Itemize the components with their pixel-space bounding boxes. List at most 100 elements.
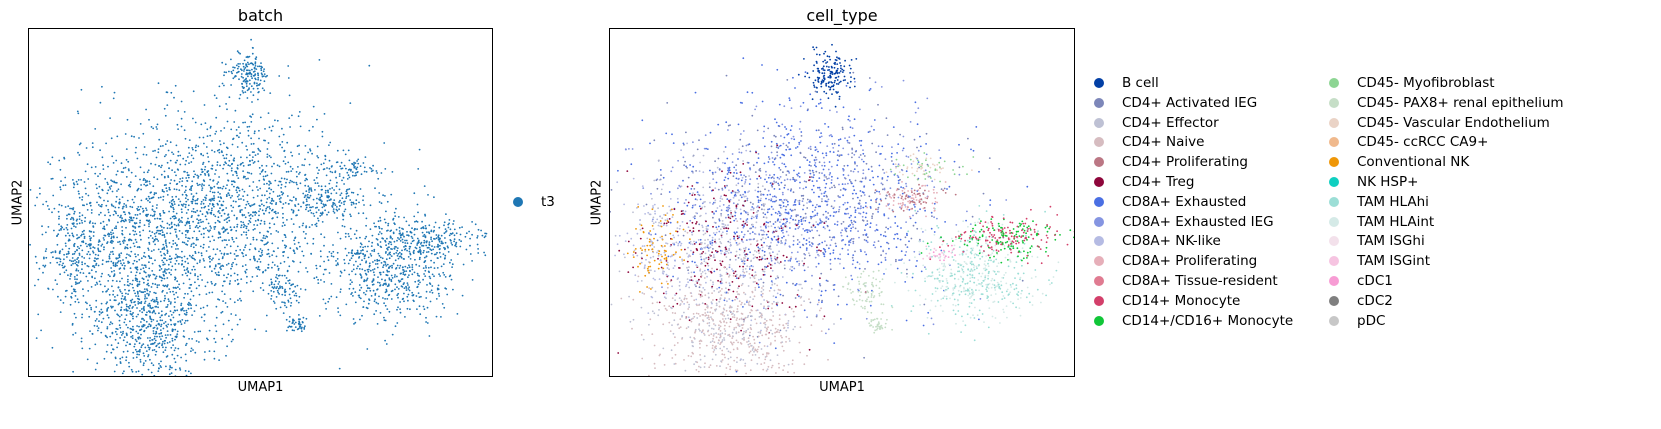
batch-scatter-point xyxy=(121,219,123,222)
batch-scatter-point xyxy=(228,189,231,192)
batch-scatter-point xyxy=(227,253,229,255)
batch-scatter-point xyxy=(161,291,164,293)
batch-scatter-point xyxy=(163,248,166,250)
batch-scatter-point xyxy=(78,143,81,146)
batch-scatter-point xyxy=(284,185,287,188)
celltype-scatter-point xyxy=(780,225,783,228)
batch-scatter-point xyxy=(213,199,215,202)
batch-scatter-point xyxy=(122,332,124,335)
batch-scatter-point xyxy=(190,154,193,157)
batch-scatter-point xyxy=(156,327,159,329)
batch-scatter-point xyxy=(334,170,337,173)
batch-scatter-point xyxy=(174,217,177,219)
batch-scatter-point xyxy=(376,323,379,325)
batch-scatter-point xyxy=(123,309,126,311)
batch-scatter-point xyxy=(112,305,114,308)
batch-scatter-point xyxy=(202,161,205,164)
batch-scatter-point xyxy=(79,142,82,145)
batch-scatter-point xyxy=(326,200,329,202)
batch-scatter-point xyxy=(155,300,158,303)
batch-scatter-point xyxy=(442,253,445,256)
batch-scatter-point xyxy=(391,238,394,240)
batch-scatter-point xyxy=(424,214,427,217)
batch-scatter-point xyxy=(156,229,159,232)
batch-scatter-point xyxy=(135,356,138,359)
batch-scatter-point xyxy=(223,219,226,222)
batch-scatter-point xyxy=(112,261,115,264)
batch-scatter-point xyxy=(385,343,388,345)
batch-scatter-point xyxy=(165,184,167,186)
batch-scatter-point xyxy=(72,260,75,262)
batch-scatter-point xyxy=(251,77,254,80)
celltype-scatter-point xyxy=(822,213,825,216)
batch-scatter-point xyxy=(223,293,226,295)
batch-scatter-point xyxy=(328,182,331,185)
batch-scatter-point xyxy=(316,118,318,121)
batch-scatter-point xyxy=(305,233,307,235)
batch-scatter-point xyxy=(216,202,219,205)
celltype-scatter-point xyxy=(770,259,773,262)
batch-scatter-point xyxy=(248,69,251,72)
batch-scatter-point xyxy=(293,243,296,245)
celltype-scatter-point xyxy=(792,243,795,246)
batch-scatter-point xyxy=(135,277,138,280)
batch-scatter-point xyxy=(377,233,380,236)
batch-scatter-point xyxy=(206,212,209,215)
batch-scatter-point xyxy=(94,128,97,130)
celltype-scatter-point xyxy=(817,262,820,265)
batch-scatter-point xyxy=(249,83,251,85)
celltype-scatter-point xyxy=(727,129,729,131)
batch-scatter-point xyxy=(159,196,162,199)
batch-scatter-point xyxy=(332,208,335,211)
batch-scatter-point xyxy=(176,244,178,246)
celltype-scatter-point xyxy=(877,208,879,211)
batch-scatter-point xyxy=(284,302,286,304)
batch-scatter-point xyxy=(106,326,109,328)
batch-scatter-point xyxy=(119,243,122,246)
batch-scatter-point xyxy=(173,96,175,99)
batch-scatter-point xyxy=(328,297,331,300)
batch-scatter-point xyxy=(63,253,65,256)
batch-scatter-point xyxy=(109,299,112,301)
batch-scatter-point xyxy=(197,219,200,222)
batch-scatter-point xyxy=(354,321,357,324)
batch-scatter-point xyxy=(285,306,288,309)
batch-scatter-point xyxy=(154,217,156,220)
batch-legend-entry: t3 xyxy=(513,194,555,210)
batch-scatter-point xyxy=(149,274,151,277)
batch-scatter-point xyxy=(388,241,391,243)
batch-scatter-point xyxy=(270,188,273,191)
batch-scatter-point xyxy=(268,255,271,258)
batch-scatter-point xyxy=(72,182,75,185)
batch-scatter-point xyxy=(200,254,203,257)
batch-scatter-point xyxy=(148,118,150,121)
batch-scatter-point xyxy=(234,314,237,316)
batch-scatter-point xyxy=(263,68,265,70)
celltype-scatter-point xyxy=(895,246,898,249)
batch-scatter-point xyxy=(289,325,292,328)
batch-scatter-point xyxy=(280,177,283,180)
batch-scatter-point xyxy=(70,285,73,288)
batch-scatter-point xyxy=(280,187,282,189)
celltype-scatter-point xyxy=(779,214,781,217)
celltype-scatter-point xyxy=(782,193,784,196)
batch-scatter-point xyxy=(221,257,224,260)
batch-scatter-point xyxy=(147,255,150,257)
batch-scatter-point xyxy=(81,249,84,252)
batch-scatter-point xyxy=(368,240,370,243)
batch-scatter-point xyxy=(111,180,114,183)
batch-scatter-point xyxy=(210,167,213,170)
batch-scatter-point xyxy=(423,256,426,259)
batch-scatter-point xyxy=(129,246,132,249)
celltype-scatter-point xyxy=(841,247,844,250)
celltype-scatter-point xyxy=(849,241,852,244)
celltype-scatter-point xyxy=(785,128,788,130)
batch-scatter-point xyxy=(327,211,330,214)
batch-scatter-point xyxy=(190,350,192,353)
batch-scatter-point xyxy=(217,274,220,277)
batch-scatter-point xyxy=(125,256,128,259)
batch-scatter-point xyxy=(148,323,151,326)
batch-scatter-point xyxy=(355,167,357,170)
batch-scatter-point xyxy=(372,278,375,281)
batch-scatter-point xyxy=(67,274,69,277)
